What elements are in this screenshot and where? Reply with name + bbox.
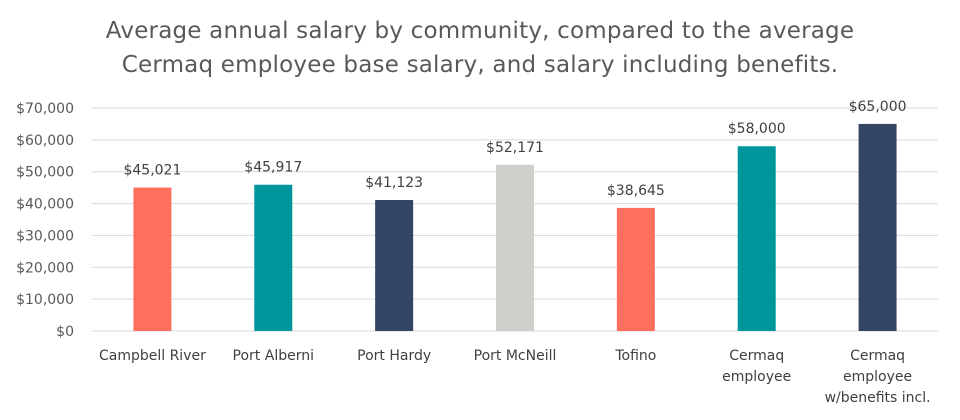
- y-tick-label: $30,000: [16, 228, 74, 244]
- y-axis: $0 $10,000 $20,000 $30,000 $40,000 $50,000 $60…: [16, 101, 74, 340]
- x-tick-label: Cermaq employee: [722, 348, 791, 385]
- x-tick-label: Port Alberni: [233, 348, 314, 364]
- y-tick-label: $10,000: [16, 292, 74, 308]
- y-tick-label: $0: [56, 324, 74, 340]
- data-labels: $45,021 $45,917 $41,123 $52,171 $38,645 $58,0…: [123, 99, 906, 199]
- y-tick-label: $70,000: [16, 101, 74, 117]
- x-tick-label: Tofino: [614, 348, 656, 364]
- bar: [133, 187, 172, 331]
- x-axis: Campbell River Port Alberni Port Hardy Port…: [99, 348, 931, 406]
- y-tick-label: $20,000: [16, 260, 74, 276]
- chart-title-line: Average annual salary by community, comp…: [105, 18, 855, 44]
- data-label: $52,171: [486, 140, 544, 156]
- data-label: $65,000: [849, 99, 907, 115]
- x-tick-label: Port Hardy: [357, 348, 431, 364]
- x-tick-label: Port McNeill: [474, 348, 557, 364]
- data-label: $45,917: [244, 160, 302, 176]
- bar: [254, 184, 293, 331]
- y-tick-label: $40,000: [16, 197, 74, 213]
- chart-title-line: Cermaq employee base salary, and salary …: [121, 52, 839, 78]
- x-tick-label: Campbell River: [99, 348, 206, 364]
- bar: [375, 199, 414, 331]
- data-label: $38,645: [607, 183, 665, 199]
- bar: [858, 123, 897, 331]
- data-label: $41,123: [365, 175, 423, 191]
- data-label: $45,021: [123, 163, 181, 179]
- data-label: $58,000: [728, 121, 786, 137]
- y-tick-label: $60,000: [16, 133, 74, 149]
- x-tick-label: Cermaq employee w/benefits incl.: [825, 348, 931, 406]
- y-tick-label: $50,000: [16, 165, 74, 181]
- bar: [616, 207, 655, 331]
- bars: [133, 123, 897, 331]
- bar: [737, 146, 776, 331]
- chart-title: Average annual salary by community, comp…: [60, 14, 900, 82]
- bar: [496, 164, 534, 331]
